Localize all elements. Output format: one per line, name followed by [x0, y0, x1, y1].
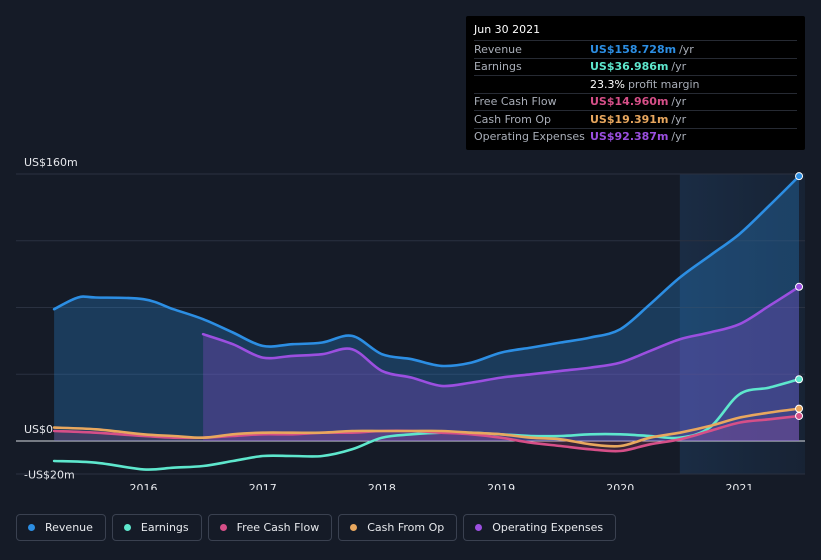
series-lines	[52, 174, 801, 471]
operating-expenses-area	[203, 286, 800, 441]
tooltip-row-free-cash-flow: Free Cash Flow US$14.960m /yr	[474, 92, 797, 111]
tooltip-label: Operating Expenses	[474, 130, 585, 144]
tooltip-value: US$14.960m	[590, 95, 669, 109]
legend-item-operating-expenses[interactable]: Operating Expenses	[463, 514, 617, 541]
tooltip-suffix: /yr	[671, 60, 687, 74]
tooltip-date: Jun 30 2021	[474, 23, 541, 36]
legend-item-cash-from-op[interactable]: Cash From Op	[338, 514, 458, 541]
chart-legend: Revenue Earnings Free Cash Flow Cash Fro…	[16, 514, 617, 541]
legend-dot-icon	[350, 524, 358, 531]
tooltip-value: US$36.986m	[590, 60, 669, 74]
cash-from-op-line	[52, 407, 801, 448]
tooltip-label: Revenue	[474, 42, 522, 56]
series-end-markers	[795, 172, 804, 420]
x-tick-label: 2018	[368, 482, 396, 490]
revenue-area	[54, 176, 800, 441]
y-axis-label-top: US$160m	[24, 156, 78, 169]
legend-label: Cash From Op	[367, 521, 445, 534]
x-tick-label: 2020	[606, 482, 634, 490]
legend-item-revenue[interactable]: Revenue	[16, 514, 106, 541]
revenue-line	[52, 174, 801, 368]
x-axis-ticks: 2016 2017 2018 2019 2020 2021	[130, 482, 754, 490]
free-cash-flow-end-marker	[795, 411, 804, 420]
legend-dot-icon	[475, 524, 483, 531]
tooltip-suffix: /yr	[671, 130, 687, 144]
x-tick-label: 2021	[725, 482, 753, 490]
tooltip-row-operating-expenses: Operating Expenses US$92.387m /yr	[474, 127, 797, 146]
x-tick-label: 2017	[249, 482, 277, 490]
legend-dot-icon	[219, 524, 227, 531]
revenue-end-marker	[795, 172, 804, 181]
legend-label: Free Cash Flow	[236, 521, 320, 534]
tooltip-row-revenue: Revenue US$158.728m /yr	[474, 40, 797, 58]
cash-from-op-end-marker	[795, 404, 804, 413]
tooltip-value: 23.3%	[590, 77, 625, 91]
tooltip-value: US$92.387m	[590, 130, 669, 144]
legend-label: Operating Expenses	[492, 521, 604, 534]
tooltip-row-profit-margin: 23.3% profit margin	[474, 75, 797, 93]
financial-chart: US$160m US$0 -US$20m 2016 2017 2018 2019 202…	[16, 156, 805, 490]
grid-lines	[16, 173, 805, 475]
operating-expenses-line	[201, 285, 801, 388]
tooltip-suffix: /yr	[679, 42, 694, 56]
tooltip-value: US$158.728m	[590, 42, 677, 56]
y-axis-label-negative: -US$20m	[24, 468, 75, 481]
legend-dot-icon	[123, 524, 131, 531]
tooltip-label: Free Cash Flow	[474, 95, 557, 109]
tooltip-suffix: /yr	[671, 112, 687, 126]
tooltip-row-cash-from-op: Cash From Op US$19.391m /yr	[474, 110, 797, 128]
legend-label: Earnings	[140, 521, 189, 534]
tooltip-row-earnings: Earnings US$36.986m /yr	[474, 57, 797, 76]
y-axis-label-zero: US$0	[24, 423, 53, 436]
tooltip-value: US$19.391m	[590, 112, 669, 126]
legend-item-earnings[interactable]: Earnings	[111, 514, 202, 541]
tooltip-suffix: profit margin	[627, 77, 700, 91]
x-tick-label: 2019	[487, 482, 515, 490]
x-tick-label: 2016	[130, 482, 158, 490]
operating-expenses-end-marker	[795, 282, 804, 291]
data-tooltip: Jun 30 2021 Revenue US$158.728m /yr Earn…	[466, 16, 805, 150]
legend-item-free-cash-flow[interactable]: Free Cash Flow	[207, 514, 333, 541]
legend-dot-icon	[28, 524, 35, 531]
legend-label: Revenue	[45, 521, 93, 534]
tooltip-label: Cash From Op	[474, 112, 552, 126]
tooltip-label: Earnings	[474, 60, 522, 74]
earnings-end-marker	[795, 375, 804, 384]
tooltip-suffix: /yr	[671, 95, 687, 109]
